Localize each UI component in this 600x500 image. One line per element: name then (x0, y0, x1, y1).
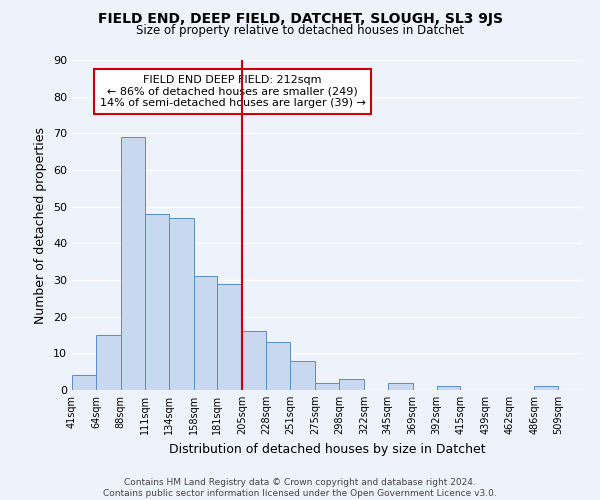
Bar (534, 386, 558, 390)
Bar (145, 214, 169, 390)
Bar (96, 335, 121, 390)
Bar (242, 332, 266, 390)
Text: FIELD END DEEP FIELD: 212sqm
← 86% of detached houses are smaller (249)
14% of s: FIELD END DEEP FIELD: 212sqm ← 86% of de… (100, 75, 365, 108)
Y-axis label: Number of detached properties: Number of detached properties (34, 126, 47, 324)
Bar (72, 376, 96, 390)
Bar (194, 276, 217, 390)
Text: Size of property relative to detached houses in Datchet: Size of property relative to detached ho… (136, 24, 464, 37)
Text: Contains HM Land Registry data © Crown copyright and database right 2024.
Contai: Contains HM Land Registry data © Crown c… (103, 478, 497, 498)
X-axis label: Distribution of detached houses by size in Datchet: Distribution of detached houses by size … (169, 442, 485, 456)
Bar (121, 137, 145, 390)
Bar (290, 360, 315, 390)
Bar (437, 386, 460, 390)
Bar (339, 379, 364, 390)
Bar (315, 382, 339, 390)
Bar (266, 342, 290, 390)
Bar (169, 218, 194, 390)
Bar (217, 284, 242, 390)
Text: FIELD END, DEEP FIELD, DATCHET, SLOUGH, SL3 9JS: FIELD END, DEEP FIELD, DATCHET, SLOUGH, … (97, 12, 503, 26)
Bar (388, 382, 413, 390)
